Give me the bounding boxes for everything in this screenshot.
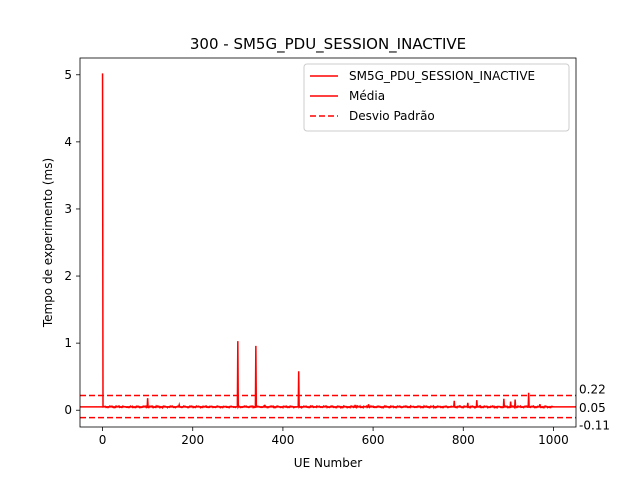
y-tick-label: 5 (64, 68, 72, 82)
y-tick-label: 4 (64, 135, 72, 149)
legend-label: SM5G_PDU_SESSION_INACTIVE (349, 69, 535, 83)
y-tick-label: 1 (64, 336, 72, 350)
x-axis-label: UE Number (294, 456, 362, 470)
legend: SM5G_PDU_SESSION_INACTIVE Média Desvio Pad… (303, 63, 570, 132)
y-tick-label: 3 (64, 202, 72, 216)
axes: 0 200 400 600 800 1000 0 1 2 3 4 5 (64, 57, 577, 447)
y-axis-label: Tempo de experimento (ms) (41, 158, 55, 328)
axes-frame (79, 57, 577, 428)
legend-label: Desvio Padrão (349, 109, 435, 123)
legend-box (303, 63, 570, 132)
y-tick-label: 0 (64, 403, 72, 417)
chart-title: 300 - SM5G_PDU_SESSION_INACTIVE (190, 35, 466, 54)
x-tick-label: 600 (362, 433, 385, 447)
x-tick-label: 1000 (538, 433, 569, 447)
std-annotations: 0.22 0.05 -0.11 (579, 382, 610, 432)
y-tick-label: 2 (64, 269, 72, 283)
x-tick-label: 0 (99, 433, 107, 447)
x-tick-label: 400 (271, 433, 294, 447)
legend-label: Média (349, 89, 385, 103)
std-annotation-label: -0.11 (579, 419, 610, 433)
x-tick-label: 800 (452, 433, 475, 447)
std-annotation-label: 0.05 (579, 401, 606, 415)
std-annotation-label: 0.22 (579, 382, 606, 396)
plot-area (80, 73, 576, 419)
x-tick-label: 200 (181, 433, 204, 447)
